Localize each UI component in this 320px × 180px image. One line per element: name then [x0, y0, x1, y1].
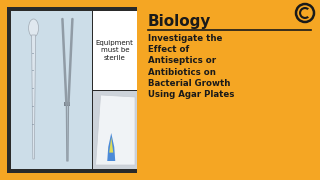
- Text: Biology: Biology: [148, 14, 212, 29]
- Bar: [64, 102, 70, 106]
- Text: Equipment
must be
sterile: Equipment must be sterile: [96, 40, 134, 60]
- Bar: [7, 7, 137, 173]
- Polygon shape: [107, 133, 115, 161]
- Bar: [92, 11, 137, 90]
- Polygon shape: [96, 95, 135, 165]
- Polygon shape: [32, 35, 36, 159]
- Polygon shape: [109, 137, 113, 153]
- Text: Investigate the
Effect of
Antiseptics or
Antibiotics on
Bacterial Growth
Using A: Investigate the Effect of Antiseptics or…: [148, 34, 234, 99]
- Ellipse shape: [28, 19, 39, 37]
- Bar: [92, 91, 137, 169]
- Bar: [11, 11, 92, 169]
